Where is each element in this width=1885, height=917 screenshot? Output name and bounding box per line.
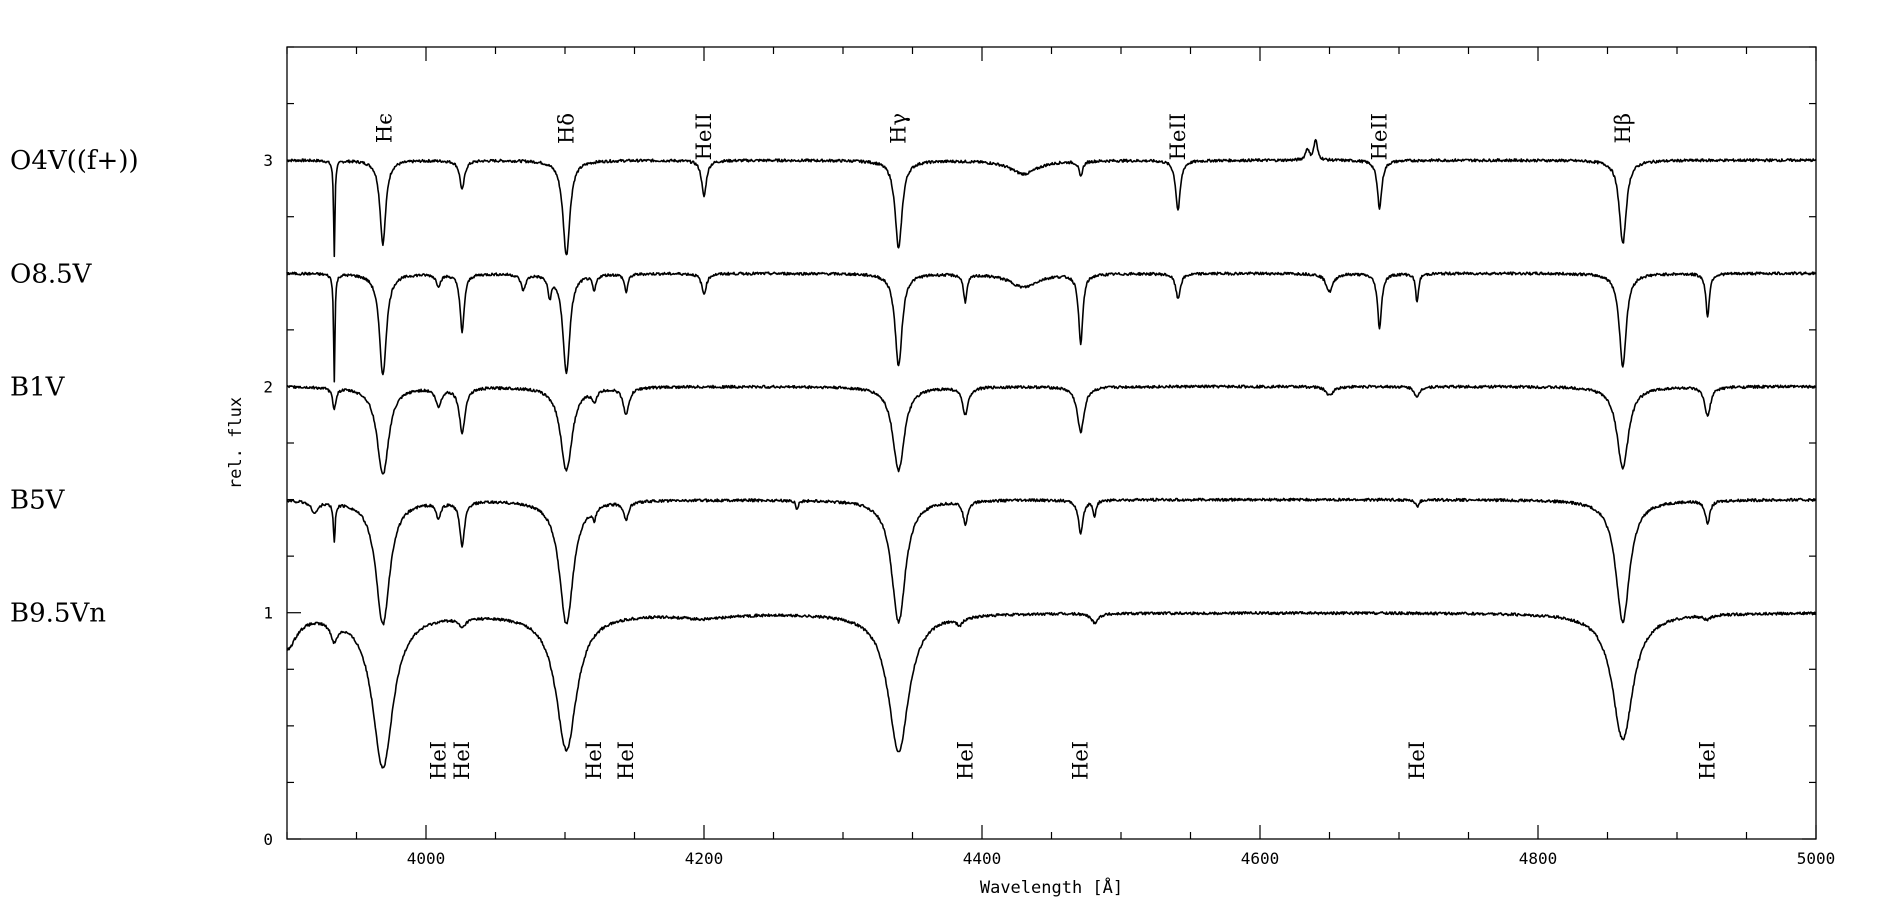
x-tick-label: 4800 [1519,849,1558,868]
spectrum-line [286,384,1817,475]
spectrum-line [286,271,1817,383]
star-type-label: B9.5Vn [10,599,106,629]
top-line-annotation: Hδ [554,113,578,144]
y-tick-label: 3 [263,151,273,170]
bottom-line-annotation: HeI [427,741,451,780]
star-type-label: B5V [10,486,66,516]
spectra-lines [286,138,1817,769]
bottom-line-annotation: HeI [614,741,638,780]
y-tick-label: 1 [263,604,273,623]
x-tick-label: 5000 [1797,849,1836,868]
star-type-label: O8.5V [10,259,93,289]
spectrum-line [286,138,1817,258]
x-tick-label: 4200 [685,849,724,868]
y-tick-label: 0 [263,830,273,849]
chart-labels: 4000 4200 4400 4600 4800 5000 0 1 2 3 O4V((f+)) O8.… [10,113,1835,868]
top-line-annotation: HeII [1368,113,1392,160]
star-type-label: B1V [10,372,66,402]
bottom-line-annotation: HeI [953,741,977,780]
spectrum-line [286,497,1817,626]
bottom-line-annotation: HeI [1696,741,1720,780]
x-tick-label: 4600 [1241,849,1280,868]
bottom-line-annotation: HeI [450,741,474,780]
plot-frame [286,46,1817,840]
top-line-annotation: HeII [1166,113,1190,160]
y-axis-title: rel. flux [226,397,246,489]
star-type-label: O4V((f+)) [10,146,139,176]
axis-ticks [286,46,1817,840]
bottom-line-annotation: HeI [582,741,606,780]
top-line-annotation: HeII [692,113,716,160]
x-tick-label: 4000 [407,849,446,868]
y-tick-label: 2 [263,377,273,396]
top-line-annotation: Hϵ [372,113,396,143]
top-line-annotation: Hγ [887,113,911,144]
spectrum-line [286,611,1817,769]
x-tick-label: 4400 [963,849,1002,868]
x-axis-title: Wavelength [Å] [980,876,1123,898]
bottom-line-annotation: HeI [1069,741,1093,780]
top-line-annotation: Hβ [1611,113,1635,143]
bottom-line-annotation: HeI [1405,741,1429,780]
